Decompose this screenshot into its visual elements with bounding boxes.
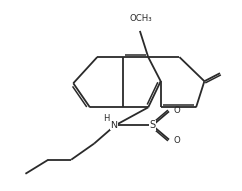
Text: H: H <box>103 114 109 123</box>
Text: S: S <box>149 121 155 130</box>
Text: O: O <box>173 106 180 115</box>
Text: N: N <box>110 121 117 130</box>
Text: O: O <box>173 136 180 145</box>
Text: OCH₃: OCH₃ <box>130 14 152 23</box>
